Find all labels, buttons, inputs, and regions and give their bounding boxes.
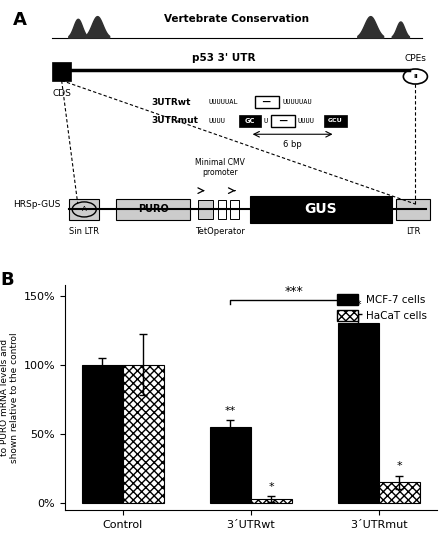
Legend: MCF-7 cells, HaCaT cells: MCF-7 cells, HaCaT cells xyxy=(333,290,431,325)
Text: ━━: ━━ xyxy=(263,99,271,105)
Text: B: B xyxy=(0,271,13,289)
Text: UUUUUAL: UUUUUAL xyxy=(209,99,239,105)
Bar xyxy=(210,427,251,503)
Text: Vertebrate Conservation: Vertebrate Conservation xyxy=(164,14,310,24)
Bar xyxy=(82,365,123,503)
Bar xyxy=(250,196,392,223)
Text: LTR: LTR xyxy=(406,227,420,236)
Bar xyxy=(338,323,379,503)
Bar xyxy=(218,200,226,219)
Text: p53 3' UTR: p53 3' UTR xyxy=(192,53,256,63)
Text: A: A xyxy=(82,206,86,213)
Bar xyxy=(52,62,71,81)
Text: UUUU: UUUU xyxy=(298,118,315,124)
Text: *: * xyxy=(396,461,402,471)
Text: 6 bp: 6 bp xyxy=(283,140,302,149)
Bar xyxy=(239,115,261,127)
Text: UUUUUAU: UUUUUAU xyxy=(282,99,312,105)
Text: **: ** xyxy=(225,406,236,416)
Bar xyxy=(116,199,190,220)
Bar xyxy=(230,200,239,219)
Text: TetOperator: TetOperator xyxy=(195,227,245,236)
Text: CPEs: CPEs xyxy=(405,54,426,63)
Text: GCU: GCU xyxy=(328,118,343,124)
Text: A: A xyxy=(13,11,27,29)
Bar xyxy=(379,482,420,503)
Text: II: II xyxy=(413,74,418,79)
Bar xyxy=(396,199,431,220)
Text: Sin LTR: Sin LTR xyxy=(69,227,99,236)
Text: *: * xyxy=(356,300,361,309)
Text: *: * xyxy=(268,482,274,492)
Bar xyxy=(271,115,295,127)
Y-axis label: GUS mRNA levels normalized
to PURO mRNA levels and
shown relative to the control: GUS mRNA levels normalized to PURO mRNA … xyxy=(0,331,19,464)
Text: 3UTRmut: 3UTRmut xyxy=(151,117,198,125)
Text: GC: GC xyxy=(245,118,255,124)
Text: GUS: GUS xyxy=(305,202,337,216)
Text: PURO: PURO xyxy=(138,205,168,214)
Text: U: U xyxy=(263,118,268,124)
Bar xyxy=(324,115,348,127)
Text: UUUU: UUUU xyxy=(209,118,226,124)
Text: ***: *** xyxy=(285,286,304,299)
Bar xyxy=(255,96,279,108)
Text: Minimal CMV
promoter: Minimal CMV promoter xyxy=(195,158,245,177)
Bar xyxy=(251,499,292,503)
Bar xyxy=(123,365,164,503)
Text: 3UTRwt: 3UTRwt xyxy=(151,98,190,106)
Text: HRSp-GUS: HRSp-GUS xyxy=(13,200,60,208)
Text: ━━: ━━ xyxy=(279,118,287,124)
Bar xyxy=(69,199,99,220)
Bar xyxy=(198,200,213,219)
Text: CDS: CDS xyxy=(52,89,71,98)
